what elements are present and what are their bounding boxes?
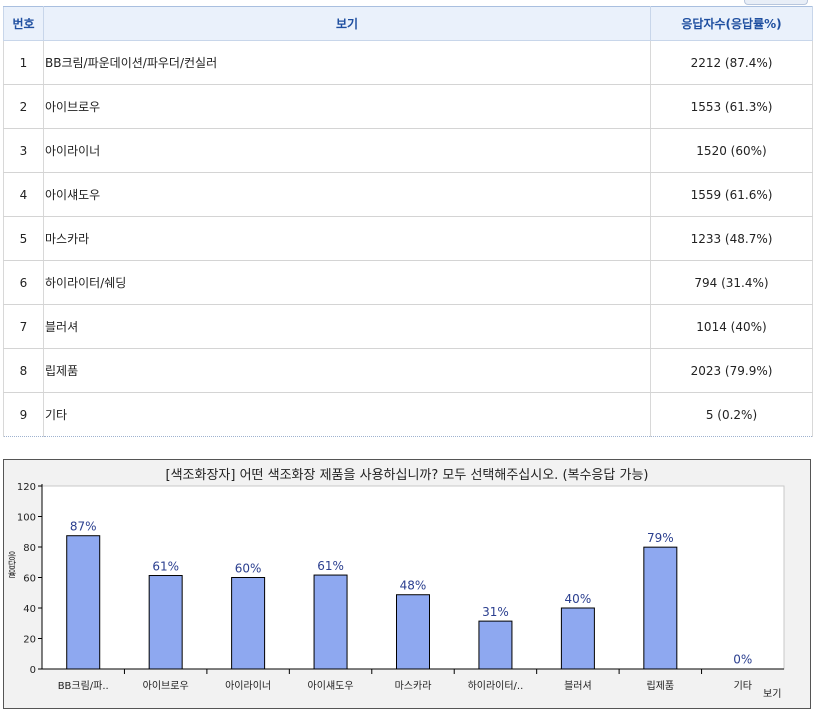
row-response: 5 (0.2%): [650, 392, 813, 437]
row-number: 2: [3, 84, 44, 129]
row-option: BB크림/파운데이션/파우더/컨실러: [43, 40, 651, 85]
bar: [396, 594, 430, 670]
row-number: 3: [3, 128, 44, 173]
row-number: 4: [3, 172, 44, 217]
bar: [478, 620, 513, 670]
row-response: 1520 (60%): [650, 128, 813, 173]
row-number: 7: [3, 304, 44, 349]
row-response: 2023 (79.9%): [650, 348, 813, 393]
x-tick-label: BB크림/파..: [58, 680, 109, 692]
x-tick-label: 아이섀도우: [308, 680, 354, 692]
table-row: 6 하이라이터/쉐딩 794 (31.4%): [3, 260, 813, 305]
x-tick-label: 아이라이너: [225, 680, 271, 692]
row-response: 794 (31.4%): [650, 260, 813, 305]
row-option: 마스카라: [43, 216, 651, 261]
table-row: 9 기타 5 (0.2%): [3, 392, 813, 437]
row-option: 아이섀도우: [43, 172, 651, 217]
response-table: 번호 보기 응답자수(응답률%) 1 BB크림/파운데이션/파우더/컨실러 2212…: [3, 6, 813, 437]
x-tick-label: 아이브로우: [143, 680, 189, 692]
bar: [231, 577, 266, 670]
row-response: 1553 (61.3%): [650, 84, 813, 129]
header-response: 응답자수(응답률%): [650, 6, 813, 41]
table-row: 8 립제품 2023 (79.9%): [3, 348, 813, 393]
y-tick-label: 20: [23, 635, 36, 646]
header-option: 보기: [43, 6, 651, 41]
table-row: 2 아이브로우 1553 (61.3%): [3, 84, 813, 129]
bar-chart: 0 20 40 60 80 100 120 87% BB크림/파.. 61% 아이브로우 60% 아이라…: [17, 482, 785, 692]
row-number: 6: [3, 260, 44, 305]
data-label: 61%: [152, 560, 179, 574]
bar: [560, 607, 595, 670]
row-number: 5: [3, 216, 44, 261]
x-tick-label: 기타: [734, 680, 752, 692]
row-response: 1233 (48.7%): [650, 216, 813, 261]
y-tick-label: 40: [23, 604, 36, 615]
chart-panel: 0 20 40 60 80 100 120 87% BB크림/파.. 61% 아이브로우 60% 아이라…: [3, 459, 811, 709]
data-label: 0%: [733, 653, 752, 667]
data-label: 60%: [235, 562, 262, 576]
bar: [313, 574, 348, 670]
data-label: 31%: [482, 605, 509, 619]
x-tick-label: 하이라이터/..: [468, 679, 524, 692]
y-tick-label: 120: [17, 482, 36, 493]
row-option: 하이라이터/쉐딩: [43, 260, 651, 305]
chart-title: [색조화장자] 어떤 색조화장 제품을 사용하십니까? 모두 선택해주십시오. …: [165, 468, 649, 483]
y-tick-label: 100: [17, 513, 36, 524]
row-option: 아이브로우: [43, 84, 651, 129]
row-response: 2212 (87.4%): [650, 40, 813, 85]
data-label: 40%: [565, 592, 592, 606]
y-tick-label: 80: [23, 543, 36, 554]
row-option: 블러셔: [43, 304, 651, 349]
bar: [148, 575, 183, 670]
row-number: 9: [3, 392, 44, 437]
y-tick-label: 60: [23, 574, 36, 585]
table-row: 5 마스카라 1233 (48.7%): [3, 216, 813, 261]
x-tick-label: 마스카라: [395, 680, 432, 692]
data-label: 48%: [400, 579, 427, 593]
row-number: 8: [3, 348, 44, 393]
row-option: 아이라이너: [43, 128, 651, 173]
row-number: 1: [3, 40, 44, 85]
data-label: 61%: [317, 559, 344, 573]
row-response: 1014 (40%): [650, 304, 813, 349]
table-header-row: 번호 보기 응답자수(응답률%): [3, 6, 813, 41]
table-row: 4 아이섀도우 1559 (61.6%): [3, 172, 813, 217]
y-tick-label: 0: [30, 665, 36, 676]
table-row: 1 BB크림/파운데이션/파우더/컨실러 2212 (87.4%): [3, 40, 813, 85]
bar: [66, 535, 101, 670]
x-tick-label: 립제품: [647, 679, 675, 692]
header-number: 번호: [3, 6, 44, 41]
row-response: 1559 (61.6%): [650, 172, 813, 217]
top-tab-stub: [744, 0, 808, 5]
data-label: 79%: [647, 531, 674, 545]
table-row: 3 아이라이너 1520 (60%): [3, 128, 813, 173]
x-axis-label: 보기: [763, 689, 782, 700]
table-row: 7 블러셔 1014 (40%): [3, 304, 813, 349]
row-option: 기타: [43, 392, 651, 437]
x-tick-label: 블러셔: [564, 680, 592, 692]
bar: [643, 546, 678, 670]
data-label: 87%: [70, 520, 97, 534]
row-option: 립제품: [43, 348, 651, 393]
y-axis-label: 응답율: [7, 552, 17, 580]
